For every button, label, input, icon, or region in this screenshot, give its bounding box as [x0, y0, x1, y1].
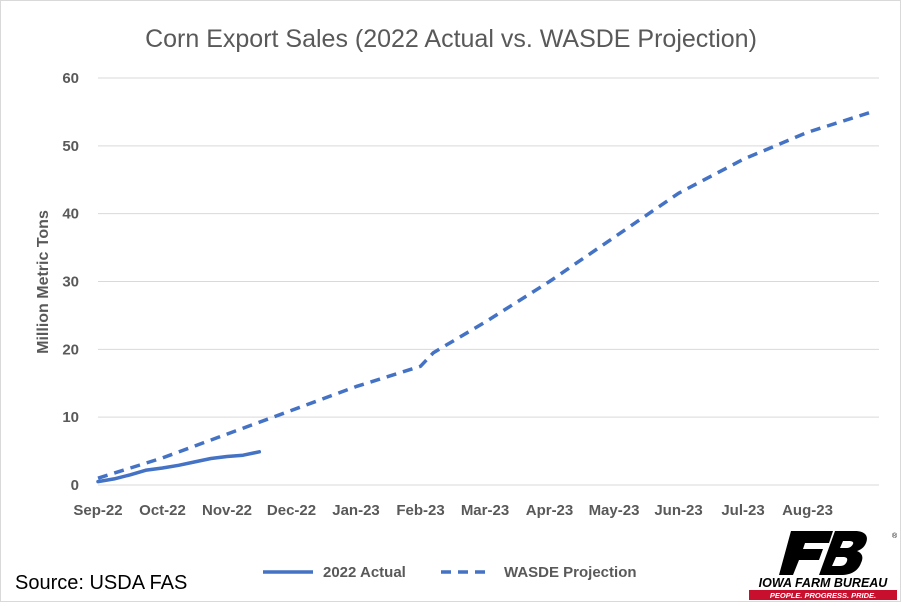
x-tick-label: Jul-23 [721, 502, 764, 519]
x-tick-label: Jun-23 [654, 502, 702, 519]
series-lines [96, 110, 873, 484]
y-tick-label: 10 [62, 409, 79, 426]
y-tick-label: 30 [62, 274, 79, 291]
legend-label: WASDE Projection [504, 564, 637, 581]
chart-title: Corn Export Sales (2022 Actual vs. WASDE… [145, 25, 757, 53]
source-note: Source: USDA FAS [15, 572, 188, 594]
x-tick-label: Jan-23 [332, 502, 380, 519]
x-tick-label: Aug-23 [782, 502, 833, 519]
y-tick-label: 50 [62, 138, 79, 155]
y-tick-label: 40 [62, 206, 79, 223]
x-tick-label: Apr-23 [526, 502, 574, 519]
logo-tagline: PEOPLE. PROGRESS. PRIDE. [770, 591, 876, 600]
x-tick-label: Feb-23 [396, 502, 444, 519]
logo-name: IOWA FARM BUREAU [759, 576, 889, 590]
y-axis-ticks: 0 10 20 30 40 50 60 [62, 70, 79, 494]
legend: 2022 Actual WASDE Projection [263, 564, 637, 581]
x-tick-label: Sep-22 [73, 502, 122, 519]
x-tick-label: Nov-22 [202, 502, 252, 519]
gridlines [98, 77, 879, 486]
x-tick-label: May-23 [589, 502, 640, 519]
y-tick-label: 0 [71, 477, 79, 494]
svg-text:®: ® [892, 532, 898, 540]
y-tick-label: 20 [62, 341, 79, 358]
y-tick-label: 60 [62, 70, 79, 87]
x-axis-ticks: Sep-22 Oct-22 Nov-22 Dec-22 Jan-23 Feb-23 Mar-… [73, 502, 833, 519]
series-line-2022-actual [96, 450, 262, 484]
series-line-wasde-projection [97, 110, 873, 480]
legend-label: 2022 Actual [323, 564, 406, 581]
x-tick-label: Dec-22 [267, 502, 316, 519]
farm-bureau-logo-icon: ® IOWA FARM BUREAU PEOPLE. PROGRESS. PRI… [749, 531, 898, 600]
y-axis-label: Million Metric Tons [35, 210, 52, 354]
x-tick-label: Mar-23 [461, 502, 509, 519]
iowa-farm-bureau-logo: ® IOWA FARM BUREAU PEOPLE. PROGRESS. PRI… [747, 529, 899, 601]
x-tick-label: Oct-22 [139, 502, 186, 519]
